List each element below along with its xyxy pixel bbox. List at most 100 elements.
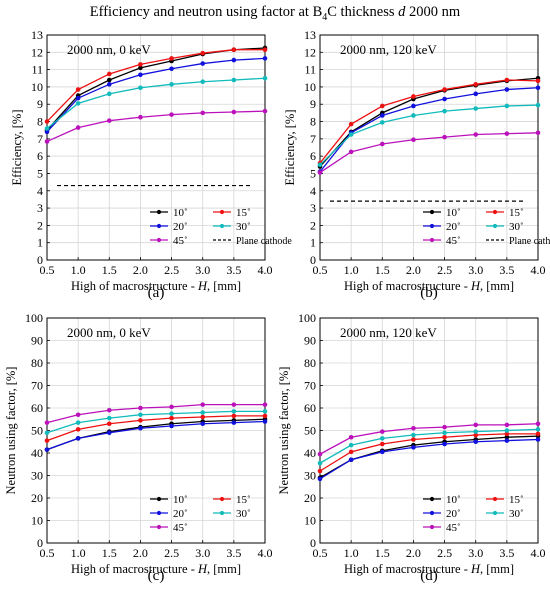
x-tick-label: 4.0 (258, 263, 273, 277)
x-tick-label: 3.5 (226, 263, 241, 277)
panel-annotation: 2000 nm, 120 keV (340, 325, 437, 340)
y-tick-label: 2 (310, 218, 316, 232)
y-tick-label: 0 (37, 536, 43, 550)
series-line-30 (319, 428, 539, 464)
series-line-15 (319, 433, 538, 472)
data-point-45 (348, 434, 354, 440)
x-axis-label: High of macrostructure - H, [mm] (344, 279, 514, 293)
data-point-15 (106, 71, 112, 77)
x-tick-label: 1.0 (344, 263, 359, 277)
data-point-20 (200, 421, 206, 427)
panel-b: 0.5 1.0 1.5 2.0 2.5 3.0 3.5 4.00123456789101112… (283, 28, 550, 301)
legend-marker (156, 524, 162, 530)
legend-marker (492, 223, 498, 229)
y-axis-label: Efficiency, [%] (283, 109, 297, 185)
figure-title: Efficiency and neutron using factor at B… (0, 4, 550, 23)
data-point-15 (169, 415, 174, 421)
series-line-45 (319, 132, 539, 174)
panel-label: (d) (420, 568, 438, 584)
y-axis-label: Efficiency, [%] (10, 109, 24, 185)
data-point-15 (379, 441, 385, 447)
y-tick-label: 0 (37, 253, 43, 267)
data-point-45 (200, 402, 206, 407)
y-tick-label: 8 (37, 115, 43, 129)
data-point-20 (106, 430, 112, 436)
data-point-45 (535, 130, 541, 136)
legend-marker (156, 237, 162, 243)
legend-label: Plane cathode (236, 236, 292, 247)
data-point-30 (169, 411, 174, 416)
x-tick-label: 1.0 (71, 263, 86, 277)
data-point-20 (442, 441, 447, 447)
y-tick-label: 40 (304, 446, 316, 460)
data-point-45 (262, 108, 268, 114)
data-point-15 (379, 103, 385, 109)
panel-label: (b) (420, 285, 438, 301)
x-tick-label: 0.5 (313, 263, 328, 277)
data-point-45 (231, 402, 237, 407)
data-point-15 (106, 421, 112, 427)
data-point-20 (473, 91, 479, 97)
data-point-30 (504, 103, 510, 109)
x-tick-label: 2.5 (164, 263, 179, 277)
data-point-15 (317, 468, 323, 474)
y-tick-label: 50 (31, 424, 43, 438)
y-tick-label: 20 (31, 491, 43, 505)
data-point-15 (411, 94, 416, 99)
legend-label: 30˚ (236, 221, 251, 233)
panel-c: 0.5 1.0 1.5 2.0 2.5 3.0 3.5 4.0 0 10 20 30 40 50 60 70 8… (4, 311, 273, 584)
legend-marker (429, 524, 435, 530)
y-tick-label: 6 (310, 149, 316, 163)
data-point-10 (106, 77, 112, 83)
data-point-15 (348, 449, 354, 455)
data-point-15 (138, 418, 143, 423)
legend-marker (219, 209, 225, 215)
data-point-30 (75, 420, 81, 425)
legend-label: 20˚ (173, 221, 188, 233)
y-tick-label: 1 (37, 236, 43, 250)
x-tick-label: 2.0 (133, 263, 148, 277)
y-tick-label: 100 (25, 311, 43, 325)
legend-label: 10˚ (173, 207, 188, 219)
data-point-30 (200, 79, 206, 85)
data-point-45 (75, 412, 81, 418)
panel-label: (a) (148, 285, 165, 301)
x-tick-label: 3.0 (195, 263, 210, 277)
data-point-20 (535, 437, 541, 442)
data-point-30 (317, 162, 323, 168)
data-point-45 (75, 125, 81, 130)
y-tick-label: 40 (31, 446, 43, 460)
y-tick-label: 12 (304, 45, 316, 59)
data-point-45 (442, 424, 447, 430)
data-point-15 (504, 77, 510, 83)
title-subscript: 4 (322, 11, 328, 23)
data-point-30 (200, 410, 206, 415)
x-axis-label: High of macrostructure - H, [mm] (71, 279, 241, 293)
data-point-30 (44, 430, 50, 436)
y-tick-label: 10 (304, 514, 316, 528)
legend-label: Plane cathode (509, 236, 550, 247)
data-point-20 (348, 457, 354, 463)
legend-marker (156, 510, 162, 516)
data-point-20 (504, 438, 510, 443)
data-point-45 (169, 112, 174, 117)
data-point-20 (535, 85, 541, 91)
y-tick-label: 6 (37, 149, 43, 163)
data-point-30 (379, 120, 385, 125)
y-tick-label: 8 (310, 115, 316, 129)
data-point-30 (442, 430, 447, 436)
x-tick-label: 2.0 (406, 263, 421, 277)
y-tick-label: 30 (31, 469, 43, 483)
data-point-45 (411, 137, 416, 143)
legend-marker (156, 496, 162, 502)
data-point-15 (262, 413, 268, 419)
y-tick-label: 50 (304, 424, 316, 438)
data-point-30 (169, 82, 174, 87)
data-point-20 (473, 439, 479, 445)
series-line-15 (319, 79, 539, 164)
data-point-45 (504, 422, 510, 428)
data-point-15 (231, 47, 237, 53)
data-point-30 (262, 75, 268, 81)
legend-marker (156, 223, 162, 229)
data-point-30 (106, 415, 112, 421)
